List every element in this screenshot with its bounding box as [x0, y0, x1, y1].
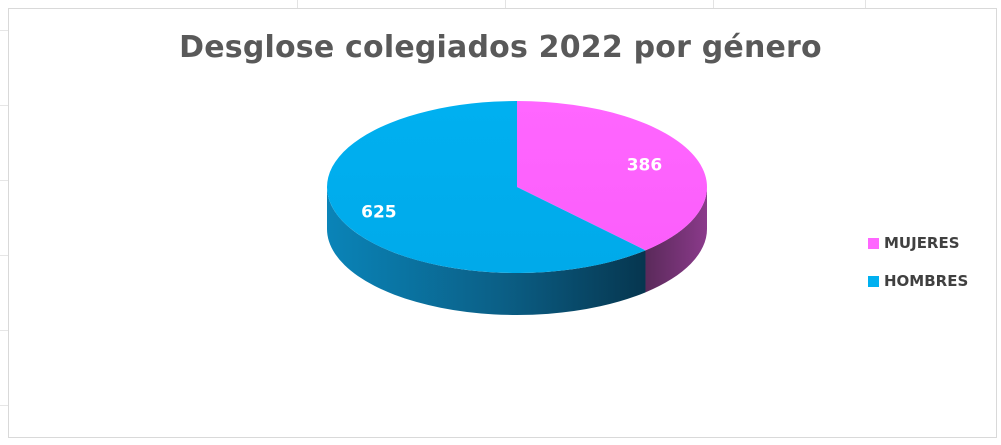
grid-row-line — [0, 30, 8, 31]
legend-swatch-mujeres — [868, 237, 879, 249]
chart-legend[interactable]: MUJERES HOMBRES — [868, 232, 968, 308]
grid-column-line — [713, 0, 714, 8]
pie-side-faces — [327, 187, 707, 316]
chart-title: Desglose colegiados 2022 por género — [179, 30, 822, 65]
pie-top-faces — [327, 101, 708, 273]
grid-row-line — [0, 405, 8, 406]
legend-label-hombres: HOMBRES — [884, 272, 969, 290]
pie-side-hombres — [327, 187, 646, 316]
pie-side-mujeres — [645, 187, 707, 293]
grid-column-line — [505, 0, 506, 8]
grid-row-line — [0, 330, 8, 331]
grid-column-line — [865, 0, 866, 8]
legend-item-hombres[interactable]: HOMBRES — [868, 270, 968, 292]
grid-row-line — [0, 105, 8, 106]
legend-item-mujeres[interactable]: MUJERES — [868, 232, 968, 254]
legend-label-mujeres: MUJERES — [884, 234, 960, 252]
pie-data-labels: 386 625 — [361, 156, 662, 223]
pie-slice-mujeres[interactable] — [517, 101, 708, 251]
grid-row-line — [0, 255, 8, 256]
pie-slice-hombres[interactable] — [327, 101, 646, 273]
data-label-mujeres: 386 — [627, 156, 663, 176]
data-label-hombres: 625 — [361, 202, 397, 222]
grid-column-line — [297, 0, 298, 8]
legend-swatch-hombres — [868, 275, 879, 287]
grid-row-line — [0, 180, 8, 181]
